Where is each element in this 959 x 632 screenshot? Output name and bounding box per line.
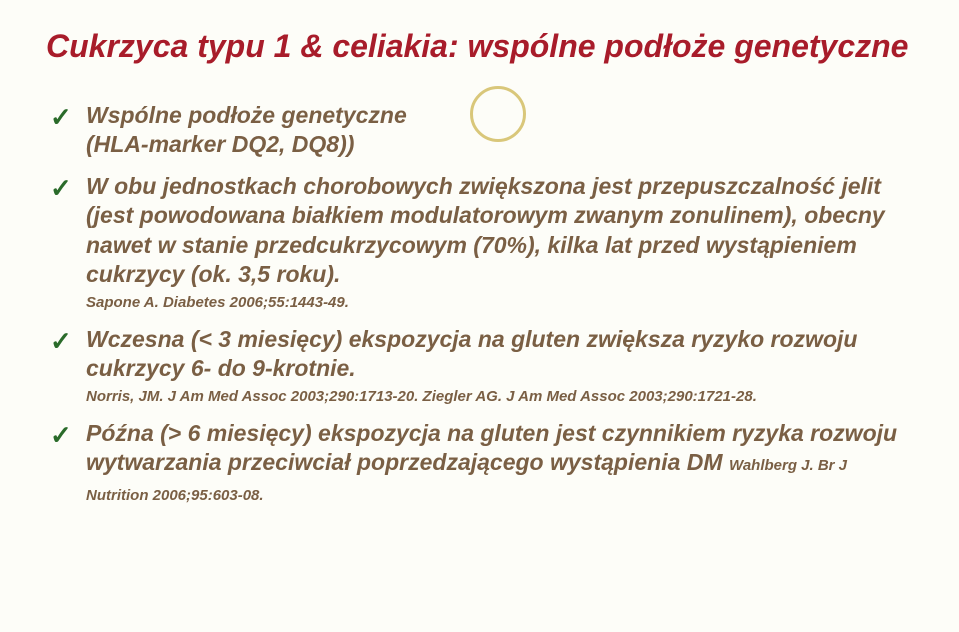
bullet-item: Późna (> 6 miesięcy) ekspozycja na glute… — [50, 419, 913, 507]
bullet-subtext: (HLA-marker DQ2, DQ8)) — [86, 131, 354, 157]
bullet-list: Wspólne podłoże genetyczne (HLA-marker D… — [50, 101, 913, 507]
bullet-item: Wspólne podłoże genetyczne (HLA-marker D… — [50, 101, 913, 160]
bullet-text: Wczesna (< 3 miesięcy) ekspozycja na glu… — [86, 326, 857, 381]
slide-title: Cukrzyca typu 1 & celiakia: wspólne podł… — [46, 28, 913, 65]
bullet-text: Wspólne podłoże genetyczne — [86, 102, 407, 128]
bullet-item: W obu jednostkach chorobowych zwiększona… — [50, 172, 913, 313]
reference-text: Sapone A. Diabetes 2006;55:1443-49. — [86, 293, 913, 312]
reference-text: Norris, JM. J Am Med Assoc 2003;290:1713… — [86, 387, 913, 406]
bullet-text: W obu jednostkach chorobowych zwiększona… — [86, 173, 885, 287]
bullet-item: Wczesna (< 3 miesięcy) ekspozycja na glu… — [50, 325, 913, 407]
slide-container: Cukrzyca typu 1 & celiakia: wspólne podł… — [0, 0, 959, 632]
